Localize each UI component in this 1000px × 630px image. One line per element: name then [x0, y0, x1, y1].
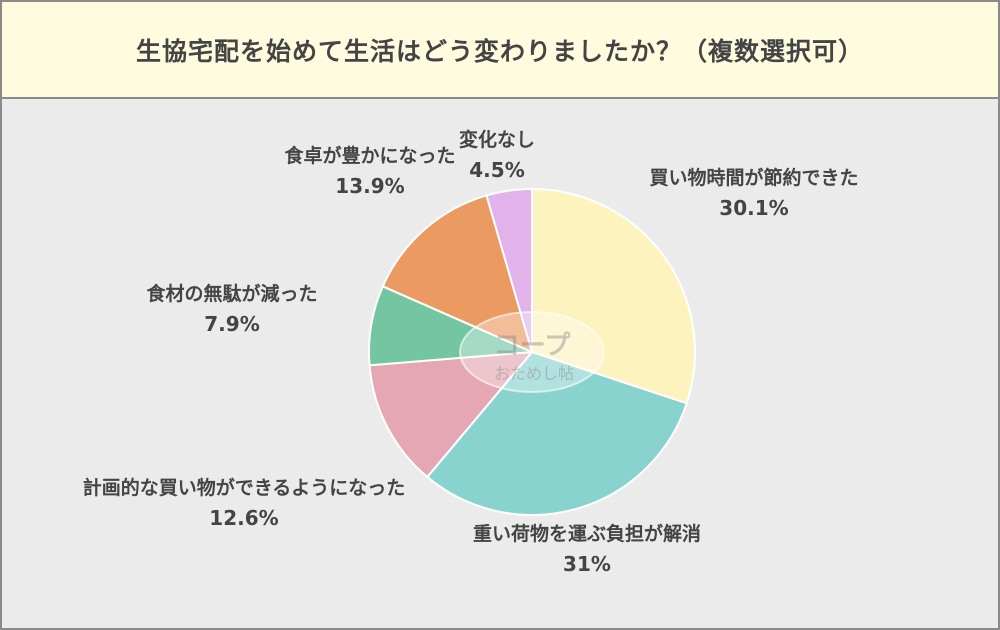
- slice-label-6: 変化なし 4.5%: [459, 125, 535, 185]
- slice-label-name: 食材の無駄が減った: [146, 283, 318, 305]
- slice-label-name: 変化なし: [458, 129, 536, 151]
- slice-label-percent: 12.6%: [209, 506, 279, 530]
- pie-chart: コープ おためし帖: [368, 187, 696, 516]
- slice-label-3: 計画的な買い物ができるようになった 12.6%: [83, 473, 406, 533]
- slice-label-percent: 7.9%: [204, 312, 260, 336]
- slice-label-name: 重い荷物を運ぶ負担が解消: [472, 523, 702, 545]
- slice-label-percent: 30.1%: [719, 196, 789, 220]
- pie-slice-5: [381, 194, 534, 354]
- watermark-logo: コープ おためし帖: [459, 311, 605, 393]
- pie-slice-1: [531, 187, 696, 405]
- slice-label-4: 食材の無駄が減った 7.9%: [146, 279, 317, 339]
- slice-label-5: 食卓が豊かになった 13.9%: [284, 141, 455, 201]
- slice-label-2: 重い荷物を運ぶ負担が解消 31%: [473, 519, 701, 579]
- slice-label-percent: 13.9%: [335, 174, 405, 198]
- slice-label-1: 買い物時間が節約できた 30.1%: [649, 163, 858, 223]
- slice-label-percent: 31%: [563, 552, 611, 576]
- watermark-text-top: コープ: [494, 330, 571, 360]
- pie-slice-6: [485, 187, 533, 353]
- chart-title: 生協宅配を始めて生活はどう変わりましたか？（複数選択可）: [135, 36, 864, 66]
- title-banner: 生協宅配を始めて生活はどう変わりましたか？（複数選択可）: [2, 2, 998, 99]
- slice-label-name: 買い物時間が節約できた: [649, 167, 859, 189]
- chart-area: コープ おためし帖 買い物時間が節約できた 30.1% 重い荷物を運ぶ負担が解消 31…: [2, 99, 998, 628]
- watermark-text-bottom: おためし帖: [494, 365, 574, 383]
- pie-slice-2: [425, 350, 688, 516]
- slice-label-name: 食卓が豊かになった: [284, 145, 456, 167]
- pie-slice-3: [368, 350, 535, 479]
- slice-label-percent: 4.5%: [469, 158, 525, 182]
- slice-label-name: 計画的な買い物ができるようになった: [82, 477, 406, 499]
